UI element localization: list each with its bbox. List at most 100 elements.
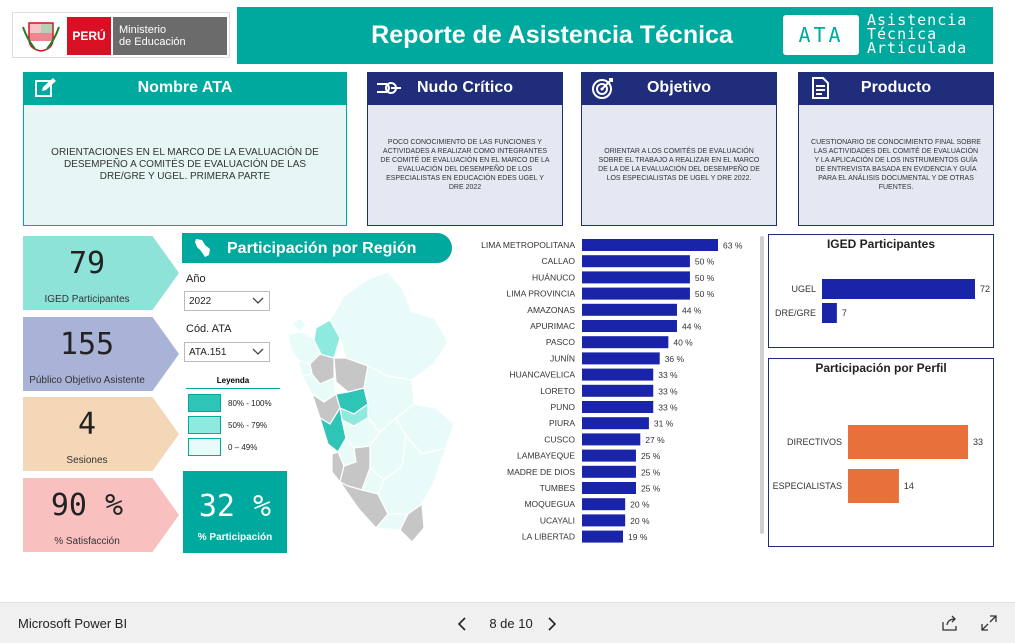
peru-region-map[interactable] xyxy=(284,268,480,550)
app-name: Microsoft Power BI xyxy=(18,616,128,631)
iged-category-label: UGEL xyxy=(791,284,816,294)
peru-label: PERÚ xyxy=(67,17,111,55)
knot-icon xyxy=(377,82,401,94)
card-nudo-text: Poco conocimiento de las funciones y act… xyxy=(367,104,563,226)
card-nudo-title: Nudo Crítico xyxy=(417,79,513,96)
chart-scrollbar[interactable] xyxy=(760,236,764,534)
page-navigator: 8 de 10 xyxy=(455,613,565,635)
kpi-publico-objetivo: 155 Público Objetivo Asistente xyxy=(23,317,179,391)
code-filter-label: Cód. ATA xyxy=(186,323,232,335)
ata-line1: Asistencia xyxy=(867,11,968,29)
region-header: Participación por Región xyxy=(182,233,452,263)
region-value-label: 33 % xyxy=(658,386,678,396)
card-nombre-ata: Nombre ATA Orientaciones en el marco de … xyxy=(23,72,347,226)
card-nombre-text: Orientaciones en el marco de la Evaluaci… xyxy=(23,104,347,226)
ministerio-line2: de Educación xyxy=(119,36,186,48)
region-value-label: 33 % xyxy=(658,370,678,380)
region-value-label: 27 % xyxy=(645,435,665,445)
region-bar xyxy=(582,336,669,349)
ata-line3: Articulada xyxy=(867,39,968,57)
legend-label-low: 0 – 49% xyxy=(228,443,258,452)
map-region-tumbes[interactable] xyxy=(291,317,307,333)
minedu-logo: PERÚ Ministerio de Educación xyxy=(12,12,230,58)
participation-kpi: 32 % % Participación xyxy=(183,471,287,553)
perfil-value-label: 14 xyxy=(904,481,914,491)
next-page-icon[interactable] xyxy=(543,615,559,633)
region-bar xyxy=(582,239,718,251)
region-bar xyxy=(582,287,690,300)
perfil-category-label: ESPECIALISTAS xyxy=(773,481,842,491)
card-nombre-header: Nombre ATA xyxy=(23,72,347,104)
region-bar xyxy=(582,498,626,511)
title-bar: Reporte de Asistencia Técnica ATA Asiste… xyxy=(237,7,993,64)
ata-full-name: Asistencia Técnica Articulada xyxy=(867,11,968,57)
kpi-sesiones: 4 Sesiones xyxy=(23,397,179,471)
target-icon xyxy=(592,78,613,99)
region-value-label: 63 % xyxy=(723,241,743,251)
card-objetivo-text: Orientar a los comités de evaluación sob… xyxy=(581,104,777,226)
map-region-tacna[interactable] xyxy=(399,502,425,543)
iged-value-label: 72 xyxy=(980,284,990,294)
kpi-iged-label: IGED Participantes xyxy=(44,294,130,305)
edit-icon xyxy=(35,78,56,97)
region-value-label: 44 % xyxy=(682,322,702,332)
legend-title: Leyenda xyxy=(186,376,280,389)
kpi-satisfaccion: 90 % % Satisfacción xyxy=(23,478,179,552)
ata-line2: Técnica xyxy=(867,25,938,43)
region-category-label: JUNÍN xyxy=(550,353,575,363)
iged-value-label: 7 xyxy=(842,308,847,318)
region-value-label: 25 % xyxy=(641,451,661,461)
kpi-satisfaccion-label: % Satisfacción xyxy=(54,536,120,547)
map-region-puno[interactable] xyxy=(377,434,447,515)
expand-icon[interactable] xyxy=(980,614,998,632)
kpi-iged-value: 79 xyxy=(68,246,106,281)
share-icon[interactable] xyxy=(941,614,959,632)
card-objetivo-header: Objetivo xyxy=(581,72,777,104)
year-filter-select[interactable]: 2022 xyxy=(184,291,270,311)
iged-bar xyxy=(822,303,837,323)
card-nombre-title: Nombre ATA xyxy=(137,79,233,96)
perfil-bar xyxy=(848,469,899,503)
iged-panel-title: IGED Participantes xyxy=(826,237,936,251)
code-filter-select[interactable]: ATA.151 xyxy=(184,342,270,362)
region-category-label: MOQUEGUA xyxy=(524,499,575,509)
region-value-label: 50 % xyxy=(695,289,715,299)
region-value-label: 40 % xyxy=(673,338,693,348)
kpi-publico-value: 155 xyxy=(59,327,115,362)
card-nudo-header: Nudo Crítico xyxy=(367,72,563,104)
region-bar xyxy=(582,417,649,430)
chevron-down-icon xyxy=(252,348,264,355)
region-value-label: 31 % xyxy=(654,419,674,429)
region-bar xyxy=(582,401,654,413)
iged-category-label: DRE/GRE xyxy=(775,308,816,318)
perfil-bar-chart: DIRECTIVOS 33 ESPECIALISTAS 14 xyxy=(773,425,983,503)
legend-swatch-mid xyxy=(188,416,221,434)
region-category-label: CUSCO xyxy=(544,434,575,444)
participation-label: % Participación xyxy=(197,532,273,543)
region-value-label: 50 % xyxy=(695,273,715,283)
region-value-label: 25 % xyxy=(641,467,661,477)
region-category-label: AMAZONAS xyxy=(527,305,575,315)
card-producto: Producto Cuestionario de conocimiento fi… xyxy=(798,72,994,226)
card-producto-header: Producto xyxy=(798,72,994,104)
perfil-panel: Participación por Perfil DIRECTIVOS 33 ESP… xyxy=(768,358,994,547)
region-value-label: 50 % xyxy=(695,257,715,267)
peru-shield-icon xyxy=(22,22,60,52)
region-bar xyxy=(582,271,690,284)
region-value-label: 25 % xyxy=(641,484,661,494)
region-category-label: LIMA PROVINCIA xyxy=(507,289,576,299)
iged-bar xyxy=(822,279,975,299)
year-filter-value: 2022 xyxy=(189,296,212,307)
legend-label-mid: 50% - 79% xyxy=(228,421,268,430)
chevron-down-icon xyxy=(252,297,264,304)
region-bar xyxy=(582,433,641,446)
region-bar xyxy=(582,352,660,365)
region-category-label: MADRE DE DIOS xyxy=(507,467,575,477)
card-nudo-critico: Nudo Crítico Poco conocimiento de las fu… xyxy=(367,72,563,226)
report-title: Reporte de Asistencia Técnica xyxy=(371,21,733,49)
kpi-iged-participantes: 79 IGED Participantes xyxy=(23,236,179,310)
region-category-label: PUNO xyxy=(550,402,575,412)
previous-page-icon[interactable] xyxy=(455,615,471,633)
region-bar xyxy=(582,303,677,316)
